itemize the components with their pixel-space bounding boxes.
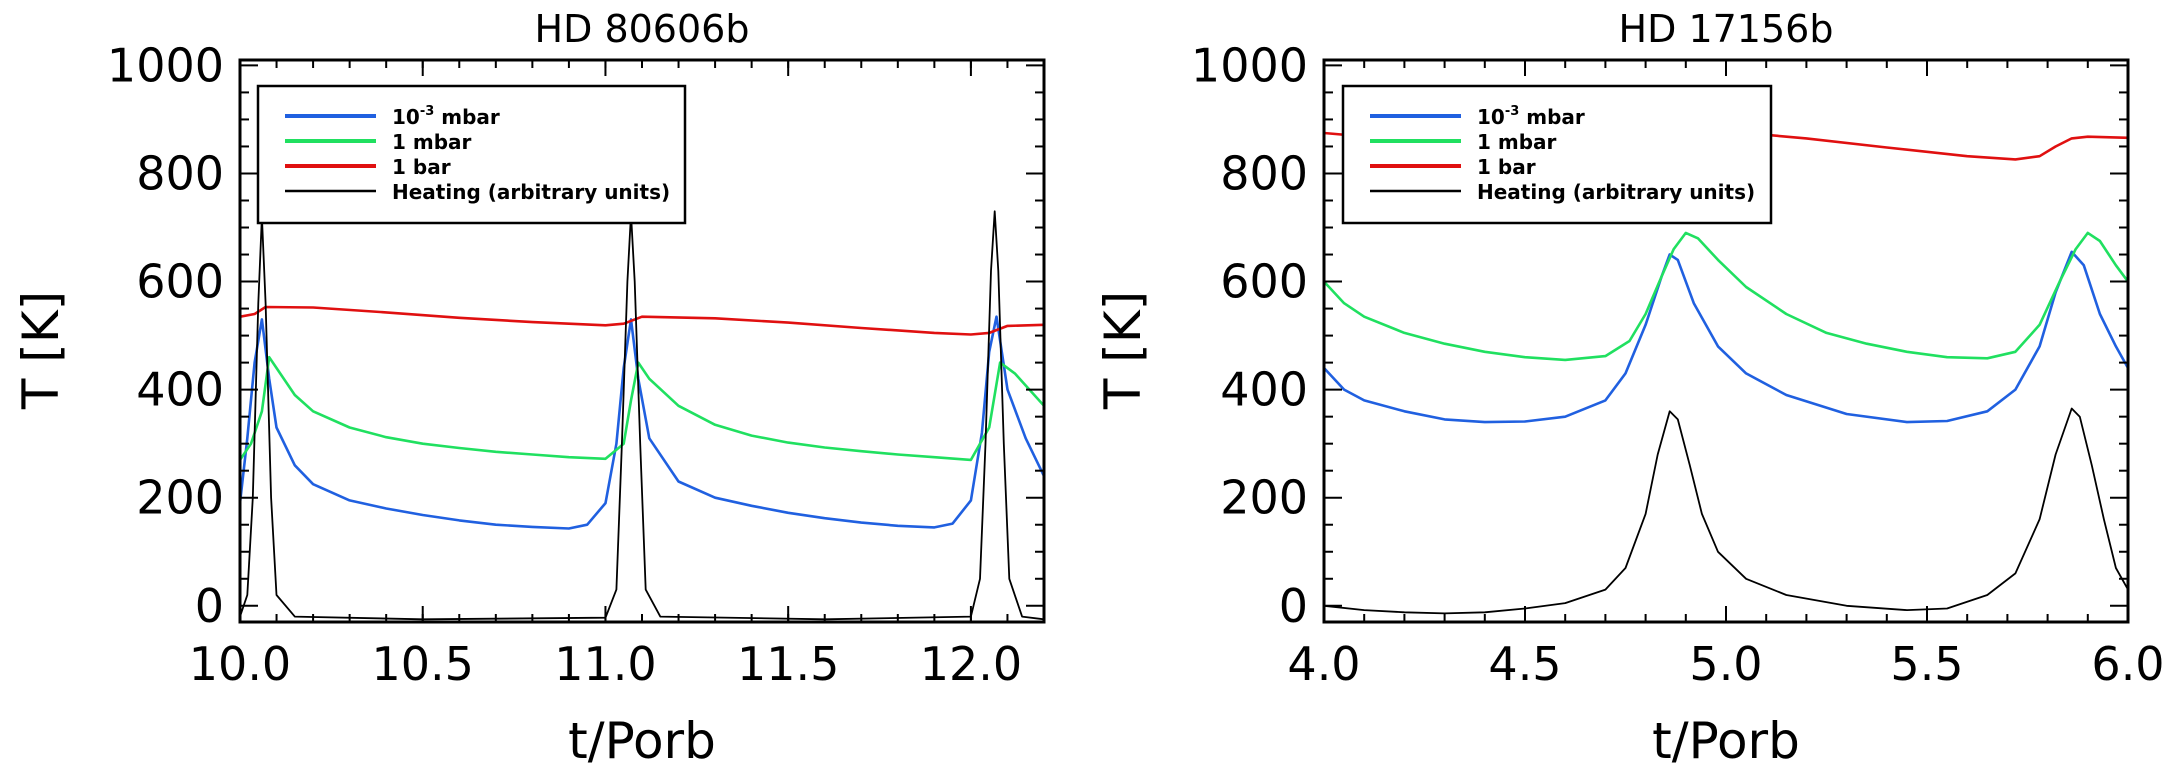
ticks-layer: 10.0 10.5 11.0 11.5 12.0 0 200 400 600 800 1000 [107, 38, 1045, 691]
y-tick-label: 400 [1220, 363, 1308, 417]
series-line-low-pressure [1324, 250, 2128, 424]
y-axis-label: T [K] [12, 291, 70, 410]
series-line-heating [240, 210, 1044, 621]
series-layer [240, 210, 1044, 621]
y-axis-label: T [K] [1094, 291, 1152, 410]
y-tick-label: 200 [1220, 471, 1308, 525]
legend: 10-3 mbar 1 mbar 1 bar Heating (arbitrar… [1341, 84, 1773, 225]
legend-label-high: 1 bar [1477, 155, 1536, 179]
y-tick-label: 800 [1220, 146, 1308, 200]
legend-label-low: 10-3 mbar [1477, 104, 1585, 129]
x-tick-label: 11.0 [554, 637, 656, 691]
x-tick-label: 4.5 [1488, 637, 1561, 691]
legend-label-mid: 1 mbar [392, 130, 472, 154]
legend-label-low: 10-3 mbar [392, 104, 500, 129]
x-tick-label: 10.5 [372, 637, 474, 691]
panel-title: HD 17156b [1619, 7, 1834, 51]
legend-label-heating: Heating (arbitrary units) [1477, 180, 1755, 204]
series-line-high-pressure [240, 305, 1044, 336]
y-tick-label: 0 [195, 579, 224, 633]
series-line-heating [1324, 407, 2128, 615]
legend-label-mid: 1 mbar [1477, 130, 1557, 154]
x-axis-label: t/Porb [1652, 712, 1800, 770]
y-tick-label: 800 [136, 146, 224, 200]
series-line-low-pressure [240, 315, 1044, 530]
x-axis-label: t/Porb [568, 712, 716, 770]
y-tick-label: 600 [136, 255, 224, 309]
y-tick-label: 200 [136, 471, 224, 525]
x-tick-label: 5.5 [1890, 637, 1963, 691]
x-tick-label: 11.5 [737, 637, 839, 691]
y-tick-label: 1000 [107, 38, 224, 92]
panel-title: HD 80606b [535, 7, 750, 51]
panel-hd17156b: HD 17156b 4.0 4.5 5.0 5.5 6.0 0 200 400 600 800 10… [1094, 7, 2165, 770]
legend: 10-3 mbar 1 mbar 1 bar Heating (arbitrar… [256, 84, 687, 225]
series-line-mid-pressure [1324, 231, 2128, 362]
series-line-mid-pressure [240, 355, 1044, 462]
x-tick-label: 4.0 [1287, 637, 1360, 691]
x-tick-label: 5.0 [1689, 637, 1762, 691]
legend-label-high: 1 bar [392, 155, 451, 179]
x-tick-label: 10.0 [189, 637, 291, 691]
legend-box [256, 84, 687, 225]
legend-box [1341, 84, 1773, 225]
x-tick-label: 6.0 [2091, 637, 2164, 691]
y-tick-label: 1000 [1191, 38, 1308, 92]
y-tick-label: 600 [1220, 255, 1308, 309]
y-tick-label: 400 [136, 363, 224, 417]
legend-label-heating: Heating (arbitrary units) [392, 180, 670, 204]
y-tick-label: 0 [1279, 579, 1308, 633]
panel-hd80606b: HD 80606b 10.0 10.5 11.0 11.5 12.0 0 200 400 600… [12, 7, 1046, 770]
ticks-layer: 4.0 4.5 5.0 5.5 6.0 0 200 400 600 800 1000 [1191, 38, 2165, 691]
x-tick-label: 12.0 [920, 637, 1022, 691]
